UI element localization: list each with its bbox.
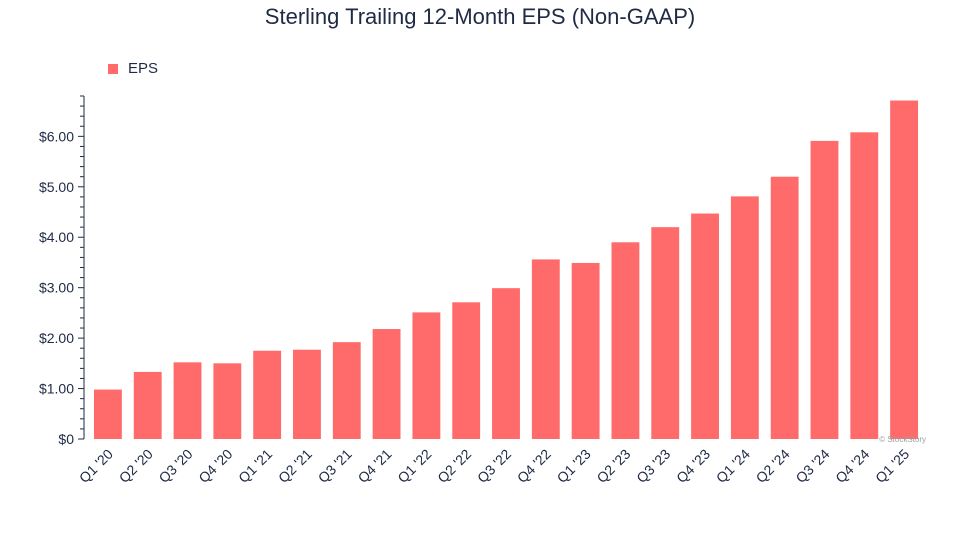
legend: EPS: [108, 60, 158, 77]
x-tick-label: Q2 '20: [116, 446, 156, 486]
x-tick-label: Q4 '20: [195, 446, 235, 486]
bar: [890, 100, 919, 439]
bar: [492, 288, 520, 439]
y-tick-label: $1.00: [39, 381, 74, 397]
x-tick-label: Q4 '22: [514, 446, 554, 486]
bar: [293, 349, 321, 439]
x-tick-label: Q2 '24: [753, 446, 793, 486]
bar: [730, 196, 759, 439]
bar: [253, 350, 282, 439]
x-tick-label: Q3 '22: [474, 446, 514, 486]
x-tick-label: Q1 '23: [554, 446, 594, 486]
bar: [213, 363, 242, 439]
bar: [810, 140, 839, 439]
bar: [133, 371, 162, 439]
legend-swatch: [108, 63, 118, 74]
bar: [850, 132, 879, 439]
bar: [452, 302, 481, 439]
x-tick-label: Q1 '24: [713, 446, 753, 486]
x-tick-label: Q4 '21: [355, 446, 395, 486]
chart-title: Sterling Trailing 12-Month EPS (Non-GAAP…: [264, 4, 696, 29]
bar: [651, 227, 680, 439]
x-tick-label: Q2 '23: [593, 446, 633, 486]
x-tick-label: Q1 '25: [872, 446, 912, 486]
watermark: © StockStory: [879, 435, 926, 444]
x-tick-label: Q2 '21: [275, 446, 315, 486]
bar: [173, 362, 202, 439]
y-tick-label: $3.00: [39, 280, 74, 296]
legend-label: EPS: [128, 60, 159, 77]
bar: [332, 342, 361, 439]
x-tick-label: Q1 '20: [76, 446, 116, 486]
y-tick-label: $4.00: [39, 229, 74, 245]
bar: [93, 389, 122, 439]
x-tick-label: Q2 '22: [434, 446, 474, 486]
y-tick-label: $5.00: [39, 179, 74, 195]
x-tick-label: Q1 '22: [394, 446, 434, 486]
bar: [571, 262, 600, 439]
bar: [372, 329, 401, 439]
bar: [531, 259, 560, 439]
bar: [412, 312, 441, 439]
x-tick-label: Q3 '20: [155, 446, 195, 486]
y-tick-label: $6.00: [39, 128, 74, 144]
y-tick-label: $0: [58, 431, 74, 447]
x-tick-label: Q4 '23: [673, 446, 713, 486]
x-tick-label: Q3 '23: [633, 446, 673, 486]
bar: [770, 176, 799, 439]
y-tick-label: $2.00: [39, 330, 74, 346]
x-tick-label: Q3 '24: [792, 446, 832, 486]
bar: [611, 242, 640, 439]
x-tick-label: Q4 '24: [832, 446, 872, 486]
x-tick-label: Q3 '21: [315, 446, 355, 486]
x-tick-label: Q1 '21: [235, 446, 275, 486]
bar: [691, 213, 719, 439]
